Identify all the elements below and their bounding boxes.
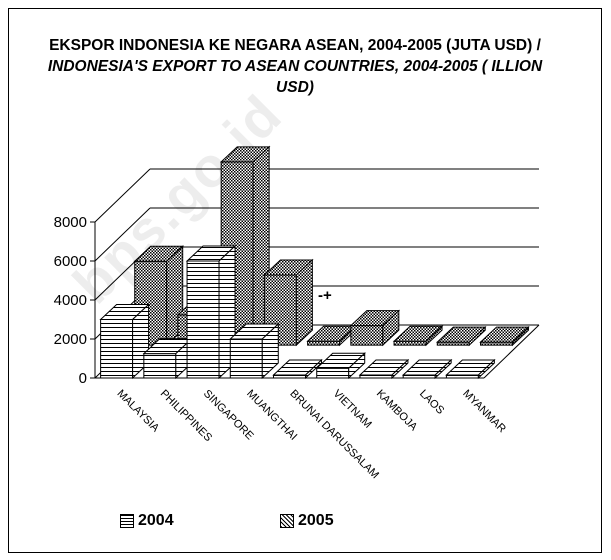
legend-label-2005: 2005 bbox=[298, 512, 334, 529]
legend-label-2004: 2004 bbox=[138, 512, 174, 529]
bar-2005-vietnam-side bbox=[382, 309, 400, 347]
bar-2004-muangthai-side bbox=[261, 322, 279, 380]
bar-2004-myanmar-side bbox=[477, 358, 495, 380]
bar-2004-brunai-darussalam bbox=[272, 358, 323, 380]
bar-2004-singapore-front bbox=[186, 260, 220, 379]
chart-title-line1: EKSPOR INDONESIA KE NEGARA ASEAN, 2004-2… bbox=[49, 37, 541, 54]
bar-2004-vietnam-side bbox=[348, 352, 366, 380]
bar-2005-kamboja-front bbox=[393, 340, 427, 346]
legend-swatch-2004 bbox=[120, 514, 134, 528]
bar-2004-laos bbox=[401, 358, 453, 380]
bar-2005-muangthai bbox=[263, 258, 314, 347]
y-tick-label: 8000 bbox=[54, 214, 87, 231]
x-tick-label: VIETNAM bbox=[331, 388, 374, 431]
annotation: -+ bbox=[318, 287, 332, 304]
x-tick-label: KAMBOJA bbox=[374, 388, 420, 434]
bar-2004-muangthai-front bbox=[229, 338, 263, 379]
bar-2005-laos bbox=[436, 325, 487, 347]
bar-2004-brunai-darussalam-side bbox=[304, 358, 322, 380]
bar-2005-brunai-darussalam bbox=[306, 325, 357, 347]
legend-item-2005: 2005 bbox=[280, 512, 334, 530]
y-tick-label: 2000 bbox=[54, 331, 87, 348]
bar-2005-vietnam bbox=[349, 309, 401, 347]
bar-2004-philippines-front bbox=[143, 353, 177, 379]
bar-2005-kamboja-side bbox=[425, 325, 443, 347]
legend-swatch-2005 bbox=[280, 514, 294, 528]
legend-item-2004: 2004 bbox=[120, 512, 174, 530]
bar-2005-myanmar bbox=[479, 325, 530, 347]
bar-2004-muangthai bbox=[229, 322, 280, 380]
x-tick-label: LAOS bbox=[417, 388, 446, 417]
bar-2004-laos-side bbox=[434, 358, 452, 380]
x-tick-label: BRUNAI DARUSSALAM bbox=[287, 388, 381, 482]
bar-2004-vietnam bbox=[315, 352, 366, 380]
y-tick-label: 6000 bbox=[54, 253, 87, 270]
chart-title: EKSPOR INDONESIA KE NEGARA ASEAN, 2004-2… bbox=[40, 35, 550, 98]
grid-diagonal bbox=[94, 168, 151, 223]
floor-right-edge bbox=[483, 324, 540, 379]
y-tick-label: 0 bbox=[79, 370, 87, 387]
bar-layer bbox=[99, 145, 530, 380]
bar-2005-muangthai-side bbox=[295, 258, 313, 347]
bar-2005-brunai-darussalam-front bbox=[307, 340, 341, 346]
x-tick-label: MALAYSIA bbox=[114, 388, 161, 435]
bar-2004-malaysia-front bbox=[100, 319, 134, 379]
bar-2005-vietnam-front bbox=[350, 325, 384, 346]
chart-title-line2: INDONESIA'S EXPORT TO ASEAN COUNTRIES, 2… bbox=[47, 58, 543, 96]
bar-2004-kamboja bbox=[358, 358, 410, 380]
bar-2004-kamboja-side bbox=[391, 358, 409, 380]
bar-2004-myanmar bbox=[445, 358, 496, 380]
bar-2005-kamboja bbox=[392, 325, 444, 347]
y-tick-label: 4000 bbox=[54, 292, 87, 309]
x-tick-label: MYANMAR bbox=[460, 388, 508, 436]
bar-2005-laos-side bbox=[468, 325, 486, 347]
bar-2005-muangthai-front bbox=[263, 274, 297, 346]
bar-2004-malaysia bbox=[99, 303, 150, 380]
grid-diagonal bbox=[94, 207, 151, 262]
bar-2005-malaysia bbox=[133, 245, 184, 347]
bar-2004-singapore bbox=[185, 244, 237, 380]
bar-2004-vietnam-front bbox=[316, 367, 350, 379]
legend: 2004 2005 bbox=[120, 512, 420, 536]
bar-2005-myanmar-side bbox=[511, 325, 529, 347]
